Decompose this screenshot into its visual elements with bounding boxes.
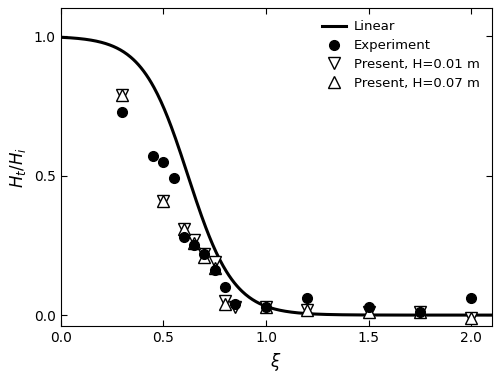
X-axis label: $\xi$: $\xi$ — [270, 351, 282, 373]
Y-axis label: $H_t/H_i$: $H_t/H_i$ — [8, 147, 28, 188]
Legend: Linear, Experiment, Present, H=0.01 m, Present, H=0.07 m: Linear, Experiment, Present, H=0.01 m, P… — [317, 15, 485, 95]
